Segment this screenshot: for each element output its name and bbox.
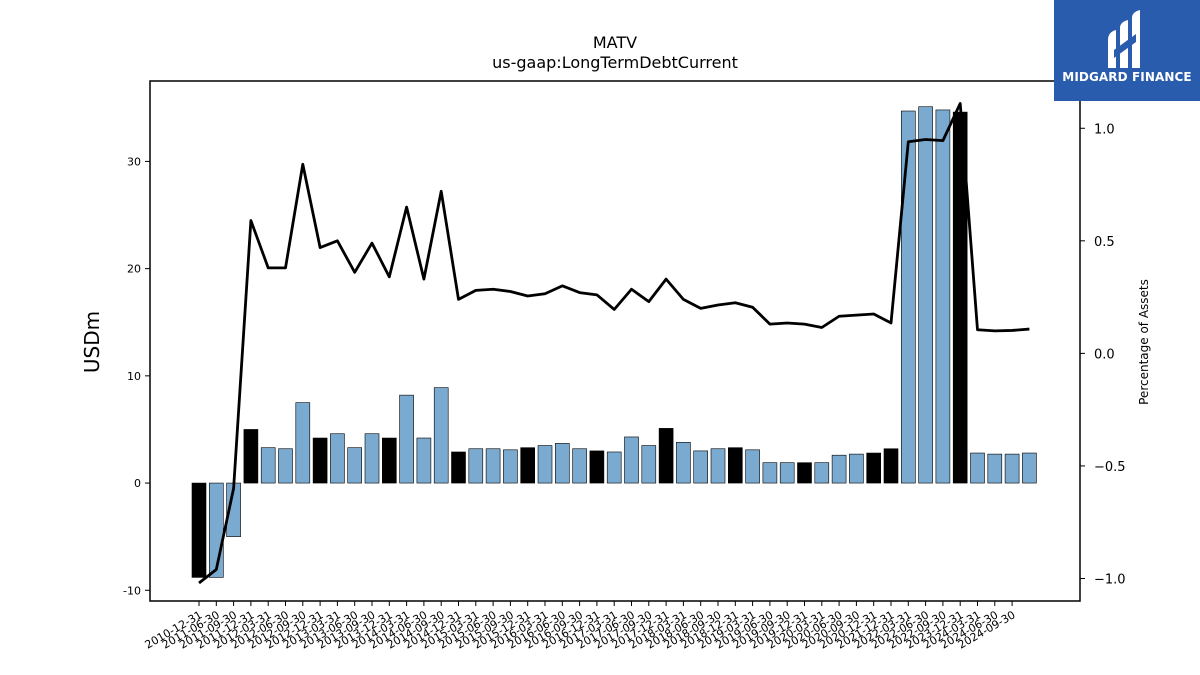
bar [849,453,864,484]
bar [330,433,345,484]
bar [191,482,207,578]
bar [433,387,449,484]
bar [693,450,709,484]
bar [814,462,830,484]
chart-subtitle: us-gaap:LongTermDebtCurrent [492,53,738,72]
bar [1022,452,1037,484]
bar-series [191,106,1037,578]
bar [554,443,570,484]
y2-tick-label: 0.5 [1094,235,1115,250]
bar [970,452,985,484]
plot-frame [149,80,1081,602]
bar [485,448,501,484]
bar [278,448,293,484]
y2-tick-label: −0.5 [1094,460,1126,475]
bar [572,448,587,484]
bar [468,448,484,484]
y-tick-label: 30 [127,155,141,168]
bar [987,453,1003,484]
bar [295,402,311,484]
bar [676,442,691,484]
bar [866,452,882,484]
bar [416,437,432,484]
bar [243,429,259,484]
bar [918,106,933,484]
y-tick-label: -10 [123,584,141,597]
bar [381,437,397,484]
bar [503,449,518,484]
bar [537,445,553,484]
bar [727,447,743,484]
bar [260,447,276,484]
bar [883,448,899,484]
chart-title: MATV [593,33,637,52]
bar [641,445,657,484]
bar [831,454,847,484]
bar [451,451,466,484]
bar [935,109,951,484]
bar [900,110,916,484]
bar [606,451,622,484]
brand-name: MIDGARD FINANCE [1062,70,1192,84]
y-tick-label: 10 [127,370,141,383]
y-axis-label: USDm [80,311,104,373]
bar [347,447,363,484]
bar [1004,453,1020,484]
bar [624,436,639,484]
y-tick-label: 0 [134,477,141,490]
tick-layer: 2010-12-312011-06-302011-09-302011-12-31… [123,122,1126,651]
bar [745,449,760,484]
bar [762,462,778,484]
bar [710,448,726,484]
bar [589,450,605,484]
y2-tick-label: 0.0 [1094,347,1115,362]
bar [399,394,414,484]
y2-tick-label: −1.0 [1094,572,1126,587]
bar [520,447,536,484]
bar [658,428,674,484]
bar [779,462,795,484]
pct-assets-line [198,102,1030,585]
bar [312,437,328,484]
bar [797,462,812,484]
y2-axis-label: Percentage of Assets [1137,279,1151,405]
y2-tick-label: 1.0 [1094,122,1115,137]
brand-logo: MIDGARD FINANCE [1054,0,1200,101]
bar [364,433,380,484]
midgard-logo-icon [1108,10,1140,68]
y-tick-label: 20 [127,263,141,276]
